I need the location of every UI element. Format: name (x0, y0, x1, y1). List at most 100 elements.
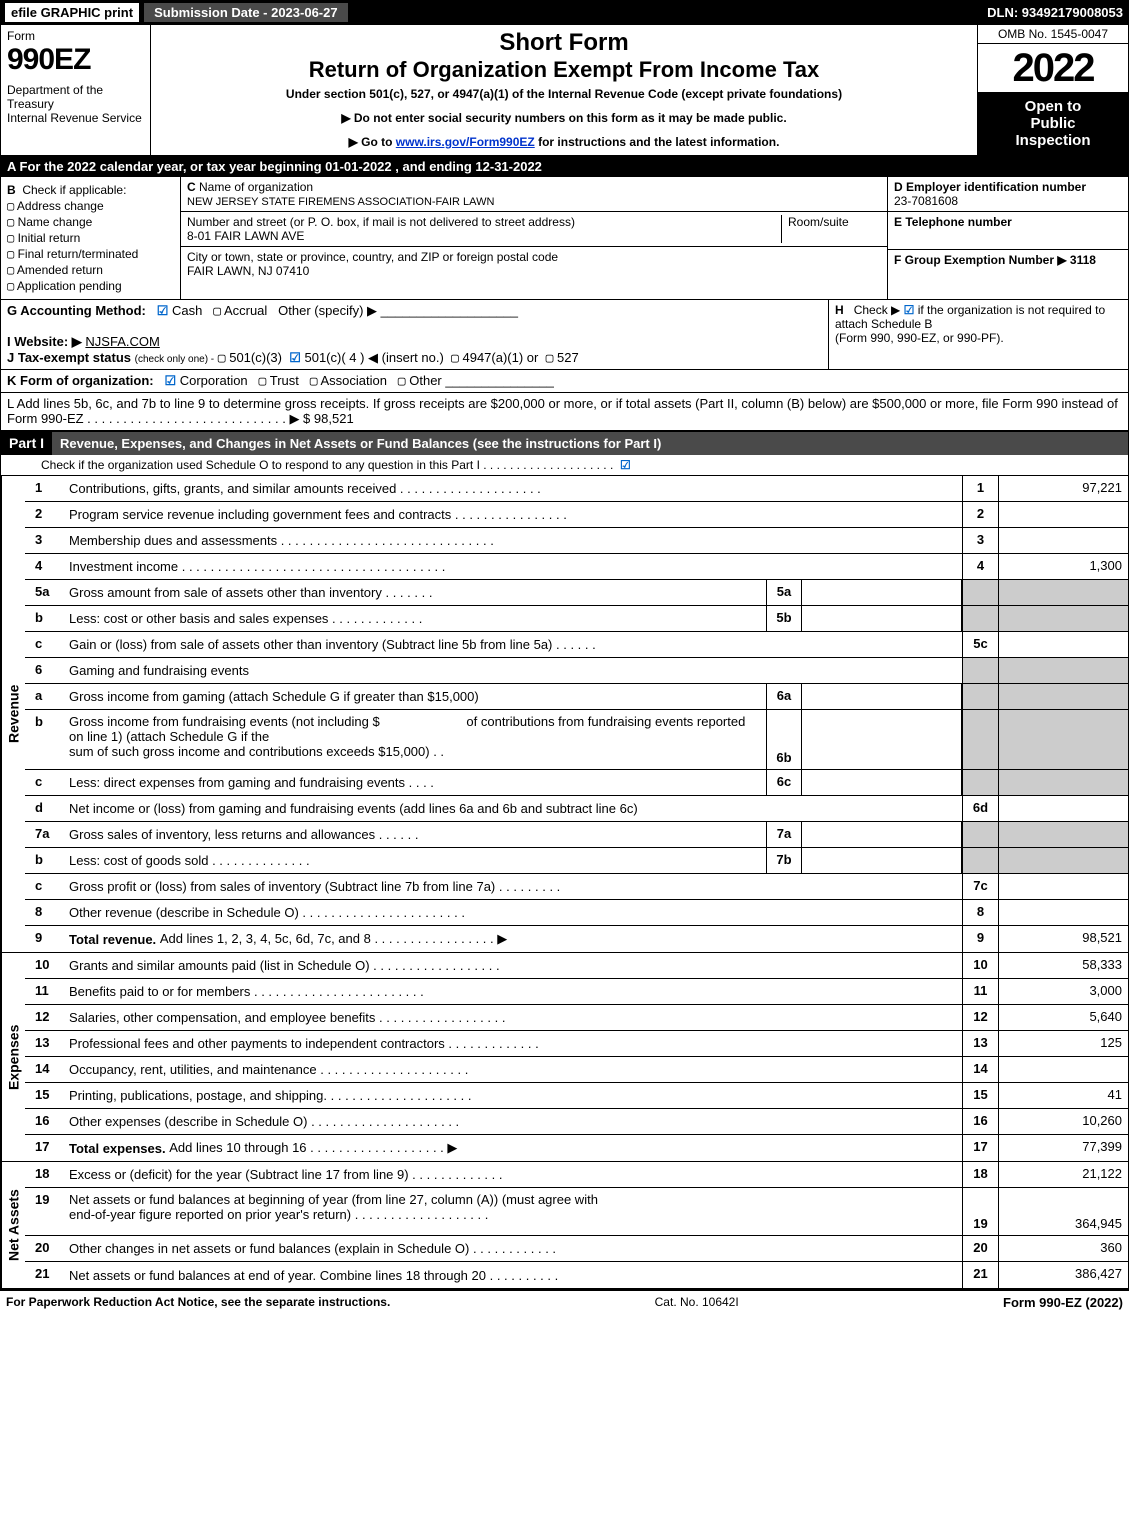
checkbox-other-org[interactable]: ▢ (398, 374, 406, 389)
ln6c-box (962, 770, 998, 795)
footer-center: Cat. No. 10642I (655, 1295, 739, 1310)
ln7b-val (998, 848, 1128, 873)
checkbox-corp[interactable]: ☑ (164, 373, 176, 388)
group-exemption: F Group Exemption Number ▶ 3118 (894, 253, 1096, 267)
ln6b-val (998, 710, 1128, 769)
ln7a-val (998, 822, 1128, 847)
ln19-t2: end-of-year figure reported on prior yea… (69, 1207, 488, 1222)
col-c: C Name of organization NEW JERSEY STATE … (181, 177, 888, 299)
ln19-num: 19 (25, 1188, 65, 1235)
ln3-text: Membership dues and assessments . . . . … (65, 528, 962, 553)
insp2: Public (982, 115, 1124, 132)
ln5b-box (962, 606, 998, 631)
checkbox-527[interactable]: ▢ (546, 351, 554, 366)
header-center: Short Form Return of Organization Exempt… (151, 25, 978, 155)
ln7b-box (962, 848, 998, 873)
ln4-num: 4 (25, 554, 65, 579)
part1-sub: Check if the organization used Schedule … (1, 455, 1128, 476)
app-pending: Application pending (17, 279, 122, 293)
checkbox-pending[interactable]: ▢ (7, 279, 14, 293)
ln7c-box: 7c (962, 874, 998, 899)
ln15-num: 15 (25, 1083, 65, 1108)
city-value: FAIR LAWN, NJ 07410 (187, 264, 309, 278)
checkbox-4947[interactable]: ▢ (451, 351, 459, 366)
ln5c-box: 5c (962, 632, 998, 657)
ln11-val: 3,000 (998, 979, 1128, 1004)
ln6a-mid: 6a (766, 684, 802, 709)
checkbox-amended[interactable]: ▢ (7, 263, 14, 277)
j-note: (check only one) - (135, 354, 214, 365)
ln6c-mid: 6c (766, 770, 802, 795)
ln5c-text: Gain or (loss) from sale of assets other… (65, 632, 962, 657)
checkbox-501c3[interactable]: ▢ (218, 351, 226, 366)
form-number: 990EZ (7, 43, 144, 77)
checkbox-501c[interactable]: ☑ (289, 350, 301, 365)
checkbox-schedule-o[interactable]: ☑ (620, 458, 631, 472)
ln18-box: 18 (962, 1162, 998, 1187)
l-text: L Add lines 5b, 6c, and 7b to line 9 to … (7, 396, 1118, 426)
website-value[interactable]: NJSFA.COM (85, 334, 159, 349)
footer-right-bold: 990-EZ (1039, 1295, 1082, 1310)
ln7b-midval (802, 848, 962, 873)
col-b: B Check if applicable: ▢ Address change … (1, 177, 181, 299)
ln20-box: 20 (962, 1236, 998, 1261)
final-return: Final return/terminated (18, 247, 139, 261)
ln15-val: 41 (998, 1083, 1128, 1108)
ln6a-num: a (25, 684, 65, 709)
ln1-num: 1 (25, 476, 65, 501)
trust-label: Trust (270, 373, 299, 388)
checkbox-h[interactable]: ☑ (904, 303, 915, 317)
ln17-box: 17 (962, 1135, 998, 1161)
checkbox-addr[interactable]: ▢ (7, 199, 14, 213)
ln6c-text: Less: direct expenses from gaming and fu… (65, 770, 766, 795)
ln6b-mid: 6b (766, 710, 802, 769)
ln9-text: Add lines 1, 2, 3, 4, 5c, 6d, 7c, and 8 … (160, 931, 507, 947)
ln6b-t1: Gross income from fundraising events (no… (69, 714, 380, 729)
ln21-box: 21 (962, 1262, 998, 1288)
opt-527: 527 (557, 350, 579, 365)
ln5b-text: Less: cost or other basis and sales expe… (65, 606, 766, 631)
tel-label: E Telephone number (894, 215, 1012, 229)
ln19-val: 364,945 (998, 1188, 1128, 1235)
other-org-label: Other (409, 373, 442, 388)
cash-label: Cash (172, 303, 202, 318)
org-name: NEW JERSEY STATE FIREMENS ASSOCIATION-FA… (187, 196, 494, 208)
ln7c-num: c (25, 874, 65, 899)
footer: For Paperwork Reduction Act Notice, see … (0, 1291, 1129, 1314)
insp1: Open to (982, 98, 1124, 115)
checkbox-final[interactable]: ▢ (7, 247, 14, 261)
row-l: L Add lines 5b, 6c, and 7b to line 9 to … (1, 393, 1128, 431)
ln16-text: Other expenses (describe in Schedule O) … (65, 1109, 962, 1134)
checkbox-cash[interactable]: ☑ (157, 303, 169, 318)
ln6d-box: 6d (962, 796, 998, 821)
ln4-text: Investment income . . . . . . . . . . . … (65, 554, 962, 579)
ln7a-mid: 7a (766, 822, 802, 847)
ln13-text: Professional fees and other payments to … (65, 1031, 962, 1056)
ln5b-midval (802, 606, 962, 631)
ln6b-num: b (25, 710, 65, 769)
ln6a-text: Gross income from gaming (attach Schedul… (65, 684, 766, 709)
header-right: OMB No. 1545-0047 2022 Open to Public In… (978, 25, 1128, 155)
ln11-num: 11 (25, 979, 65, 1004)
efile-print-button[interactable]: efile GRAPHIC print (4, 2, 140, 23)
ln21-val: 386,427 (998, 1262, 1128, 1288)
irs-link[interactable]: www.irs.gov/Form990EZ (396, 135, 535, 149)
ln7c-text: Gross profit or (loss) from sales of inv… (65, 874, 962, 899)
footer-right-post: (2022) (1082, 1295, 1123, 1310)
g-label: G Accounting Method: (7, 303, 146, 318)
ln5b-mid: 5b (766, 606, 802, 631)
accrual-label: Accrual (224, 303, 267, 318)
checkbox-accrual[interactable]: ▢ (213, 304, 221, 319)
checkbox-assoc[interactable]: ▢ (310, 374, 318, 389)
ln8-text: Other revenue (describe in Schedule O) .… (65, 900, 962, 925)
note-link: ▶ Go to www.irs.gov/Form990EZ for instru… (159, 135, 969, 149)
checkbox-initial[interactable]: ▢ (7, 231, 14, 245)
checkbox-name[interactable]: ▢ (7, 215, 14, 229)
ln9-num: 9 (25, 926, 65, 952)
c-label: C (187, 180, 196, 194)
checkbox-trust[interactable]: ▢ (259, 374, 267, 389)
ln3-num: 3 (25, 528, 65, 553)
ln5a-val (998, 580, 1128, 605)
ln6d-val (998, 796, 1128, 821)
ln12-text: Salaries, other compensation, and employ… (65, 1005, 962, 1030)
